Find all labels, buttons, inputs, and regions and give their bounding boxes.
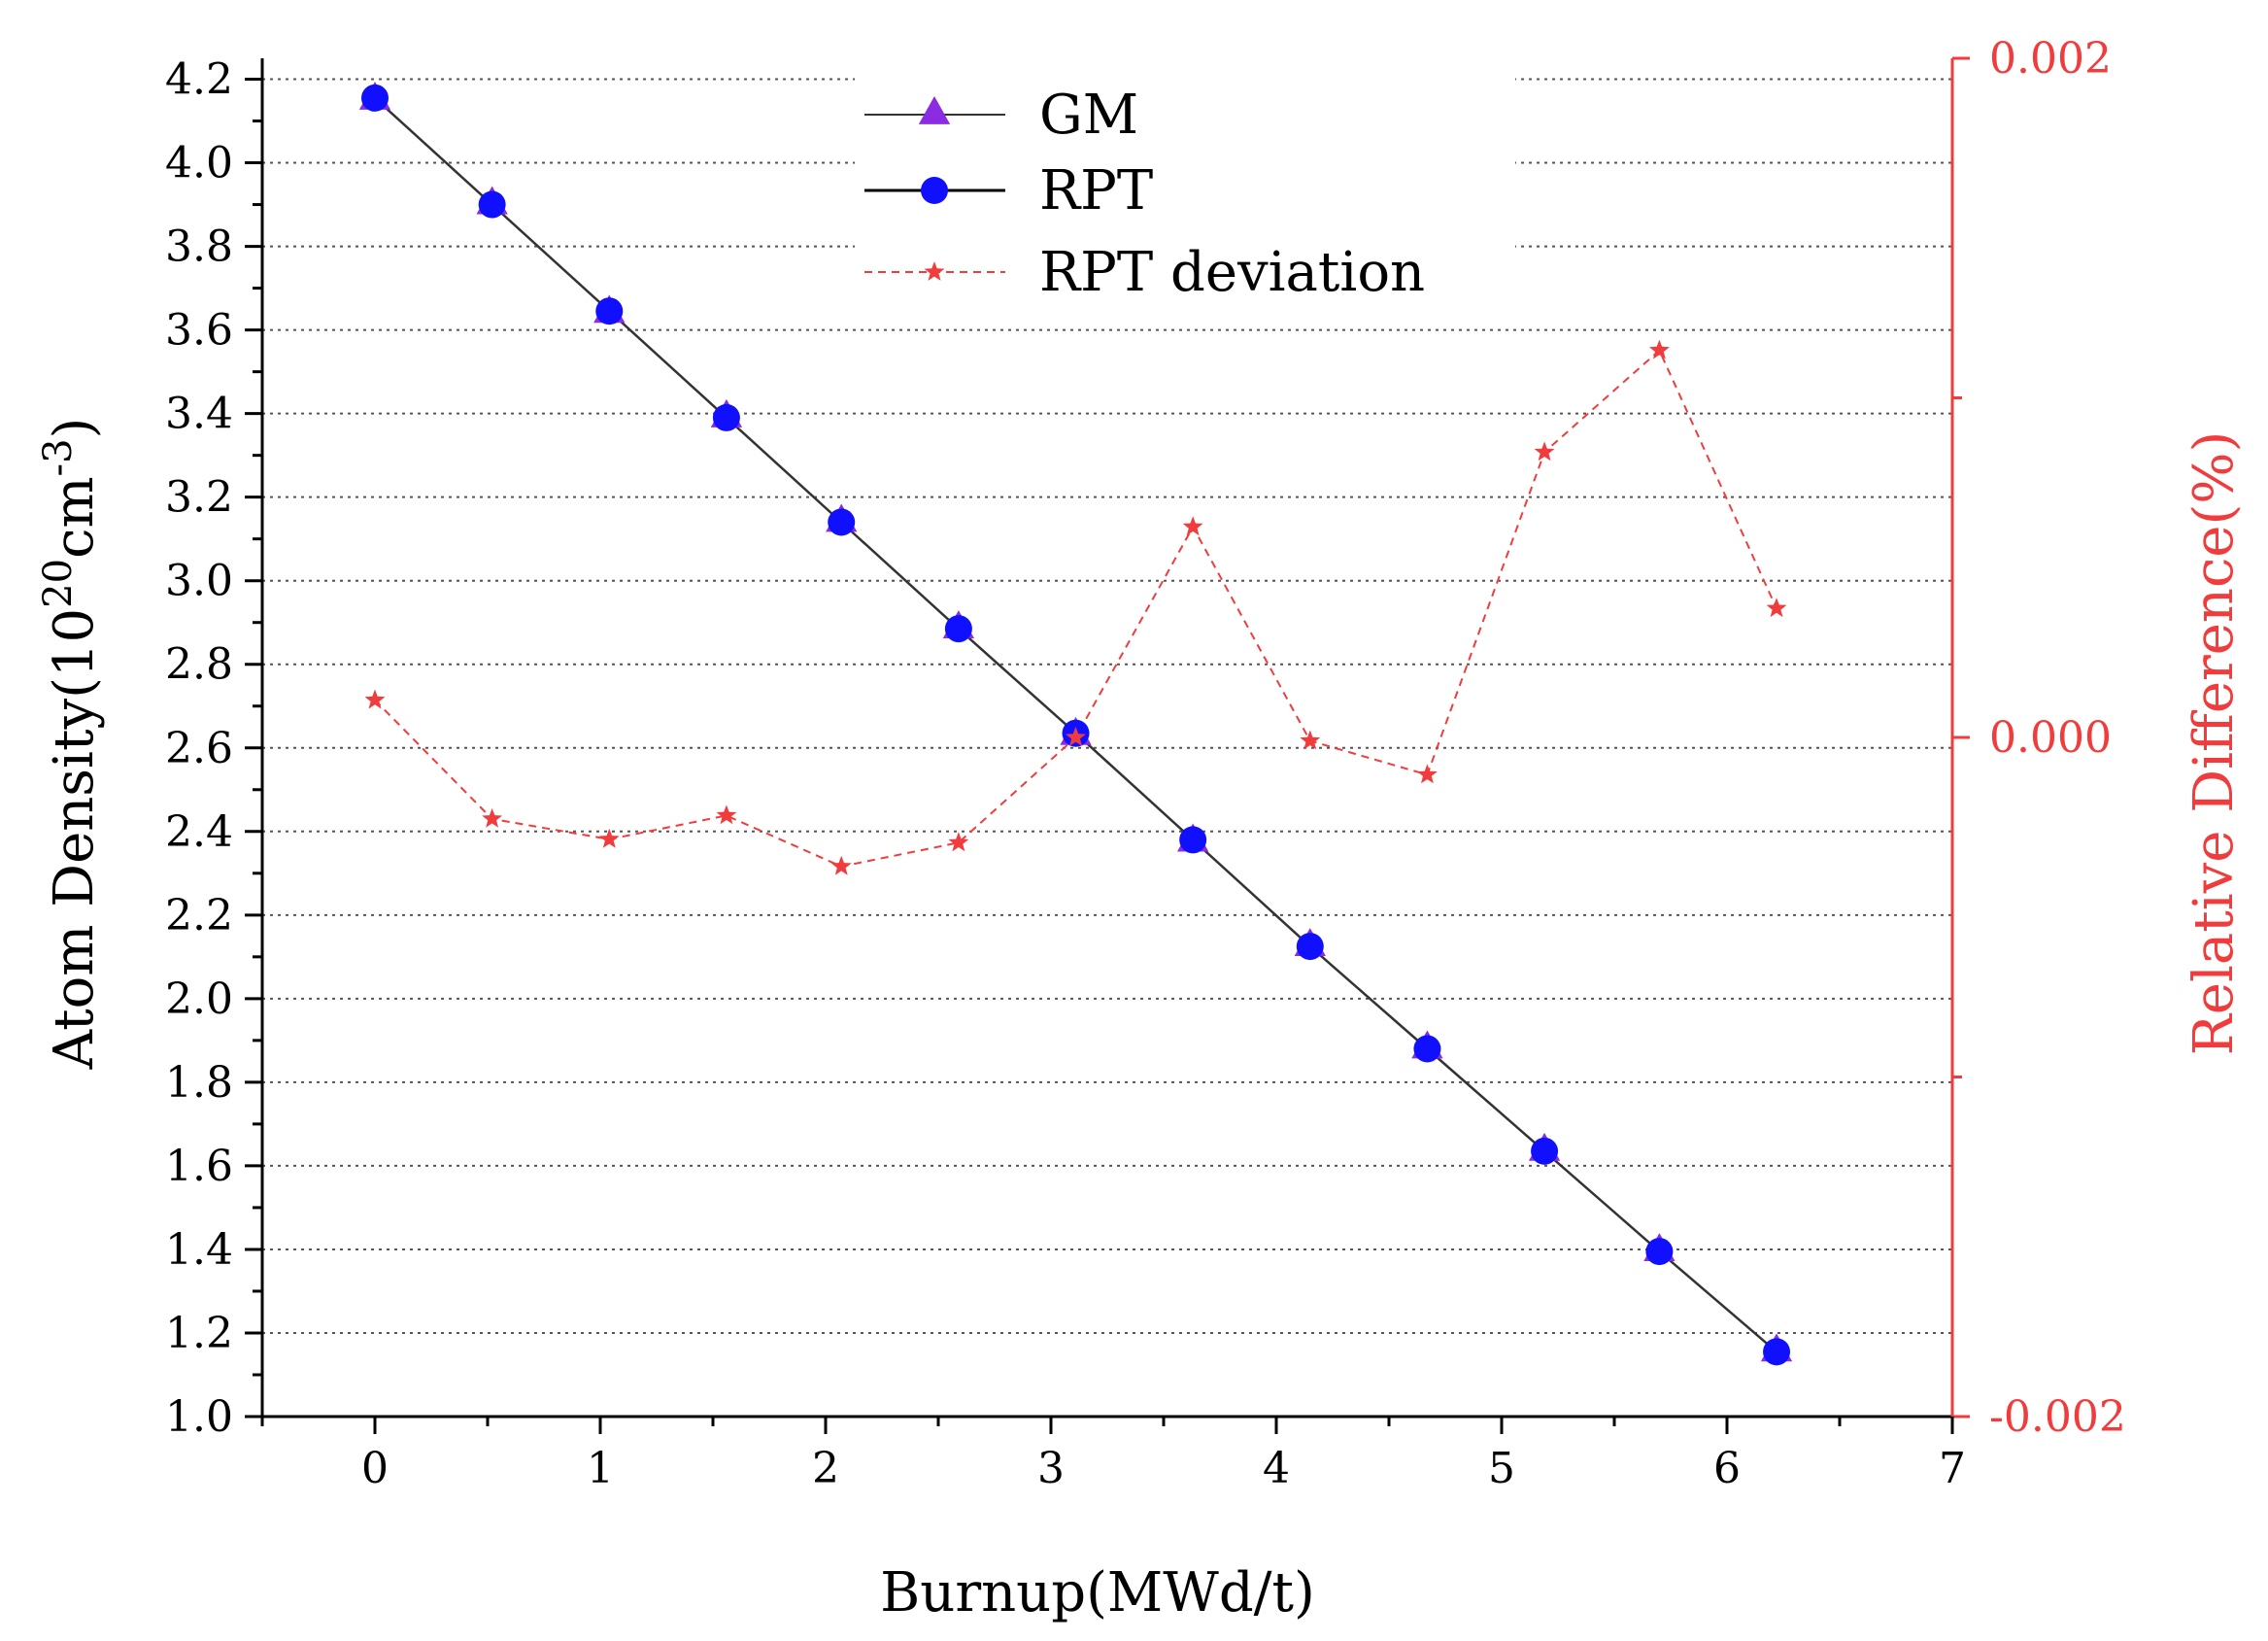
legend-label: RPT bbox=[1039, 159, 1153, 222]
y-tick-label: 4.0 bbox=[165, 139, 233, 188]
y-tick-label: 1.8 bbox=[165, 1058, 233, 1108]
rpt-deviation-point bbox=[1182, 516, 1203, 536]
right-axis-ticks: -0.002 0.000 0.002 bbox=[1952, 34, 2126, 1442]
y-axis-title: Atom Density(1020cm-3) bbox=[36, 418, 106, 1071]
y-axis-title-exponent-2: -3 bbox=[36, 438, 81, 476]
y-axis-title-exponent-1: 20 bbox=[36, 559, 81, 608]
y-tick-label: 2.0 bbox=[165, 974, 233, 1024]
y-axis-title-main: Atom Density(10 bbox=[43, 608, 106, 1071]
rpt-deviation-point bbox=[1766, 598, 1787, 618]
y2-tick-label: -0.002 bbox=[1989, 1392, 2126, 1442]
rpt-point bbox=[1413, 1035, 1441, 1063]
rpt-point bbox=[712, 403, 740, 431]
y-axis-title-close: ) bbox=[43, 418, 106, 439]
rpt-deviation-point bbox=[948, 832, 969, 852]
y-tick-label: 3.2 bbox=[165, 473, 233, 523]
x-axis-title: Burnup(MWd/t) bbox=[880, 1561, 1315, 1624]
rpt-point bbox=[1296, 933, 1324, 961]
rpt-point bbox=[1179, 826, 1207, 854]
rpt-deviation-point bbox=[716, 804, 737, 825]
rpt-point bbox=[361, 84, 389, 112]
rpt-deviation-point bbox=[364, 689, 386, 709]
y-tick-label: 1.6 bbox=[165, 1142, 233, 1191]
y-tick-label: 3.8 bbox=[165, 222, 233, 272]
rpt-deviation-series-line bbox=[374, 348, 1777, 868]
rpt-deviation-point bbox=[1534, 441, 1555, 462]
series-layer bbox=[358, 82, 1793, 1366]
legend-label: GM bbox=[1039, 84, 1138, 147]
y-tick-label: 2.4 bbox=[165, 807, 233, 857]
x-tick-label: 2 bbox=[812, 1444, 839, 1493]
y-tick-label: 4.2 bbox=[165, 55, 233, 105]
y2-tick-label: 0.002 bbox=[1989, 34, 2112, 84]
rpt-deviation-point bbox=[1648, 339, 1670, 359]
y-tick-label: 3.6 bbox=[165, 306, 233, 356]
rpt-deviation-point bbox=[598, 828, 620, 848]
legend-marker-triangle bbox=[918, 96, 951, 124]
y-tick-label: 2.8 bbox=[165, 640, 233, 690]
y-tick-label: 3.4 bbox=[165, 390, 233, 439]
rpt-point bbox=[1531, 1137, 1559, 1165]
rpt-point bbox=[1763, 1338, 1791, 1366]
x-tick-label: 5 bbox=[1488, 1444, 1515, 1493]
rpt-deviation-point bbox=[1417, 764, 1438, 784]
rpt-deviation-point bbox=[1300, 730, 1321, 750]
y-tick-label: 2.6 bbox=[165, 724, 233, 773]
rpt-point bbox=[1645, 1238, 1674, 1266]
y-tick-label: 3.0 bbox=[165, 557, 233, 606]
rpt-point bbox=[828, 508, 856, 536]
bottom-axis-ticks: 0 1 2 3 4 5 6 7 bbox=[260, 1417, 1966, 1493]
y-tick-label: 1.2 bbox=[165, 1309, 233, 1358]
y-axis-title-unit: cm bbox=[43, 476, 106, 558]
x-tick-label: 6 bbox=[1713, 1444, 1741, 1493]
x-tick-label: 3 bbox=[1037, 1444, 1065, 1493]
legend: GM RPT RPT deviation bbox=[864, 84, 1425, 304]
rpt-deviation-point bbox=[482, 807, 503, 828]
legend-background bbox=[855, 58, 1515, 313]
x-tick-label: 4 bbox=[1263, 1444, 1290, 1493]
legend-marker-circle bbox=[921, 177, 948, 204]
rpt-point bbox=[944, 615, 972, 643]
y-tick-label: 2.2 bbox=[165, 891, 233, 940]
rpt-deviation-point bbox=[1066, 727, 1086, 746]
rpt-deviation-point bbox=[830, 855, 852, 875]
x-tick-label: 1 bbox=[587, 1444, 614, 1493]
y2-tick-label: 0.000 bbox=[1989, 713, 2112, 763]
x-tick-label: 7 bbox=[1939, 1444, 1966, 1493]
left-axis-ticks: 1.0 1.2 1.4 1.6 1.8 2.0 2.2 2.4 2.6 2.8 3.0 3.2 3.4 3… bbox=[165, 55, 262, 1442]
x-tick-label: 0 bbox=[361, 1444, 389, 1493]
legend-marker-star bbox=[924, 261, 945, 281]
rpt-point bbox=[595, 297, 624, 325]
y2-axis-title: Relative Difference(%) bbox=[2183, 431, 2246, 1056]
legend-label: RPT deviation bbox=[1039, 241, 1425, 304]
y-tick-label: 1.0 bbox=[165, 1392, 233, 1442]
y-tick-label: 1.4 bbox=[165, 1225, 233, 1275]
rpt-point bbox=[478, 190, 506, 219]
